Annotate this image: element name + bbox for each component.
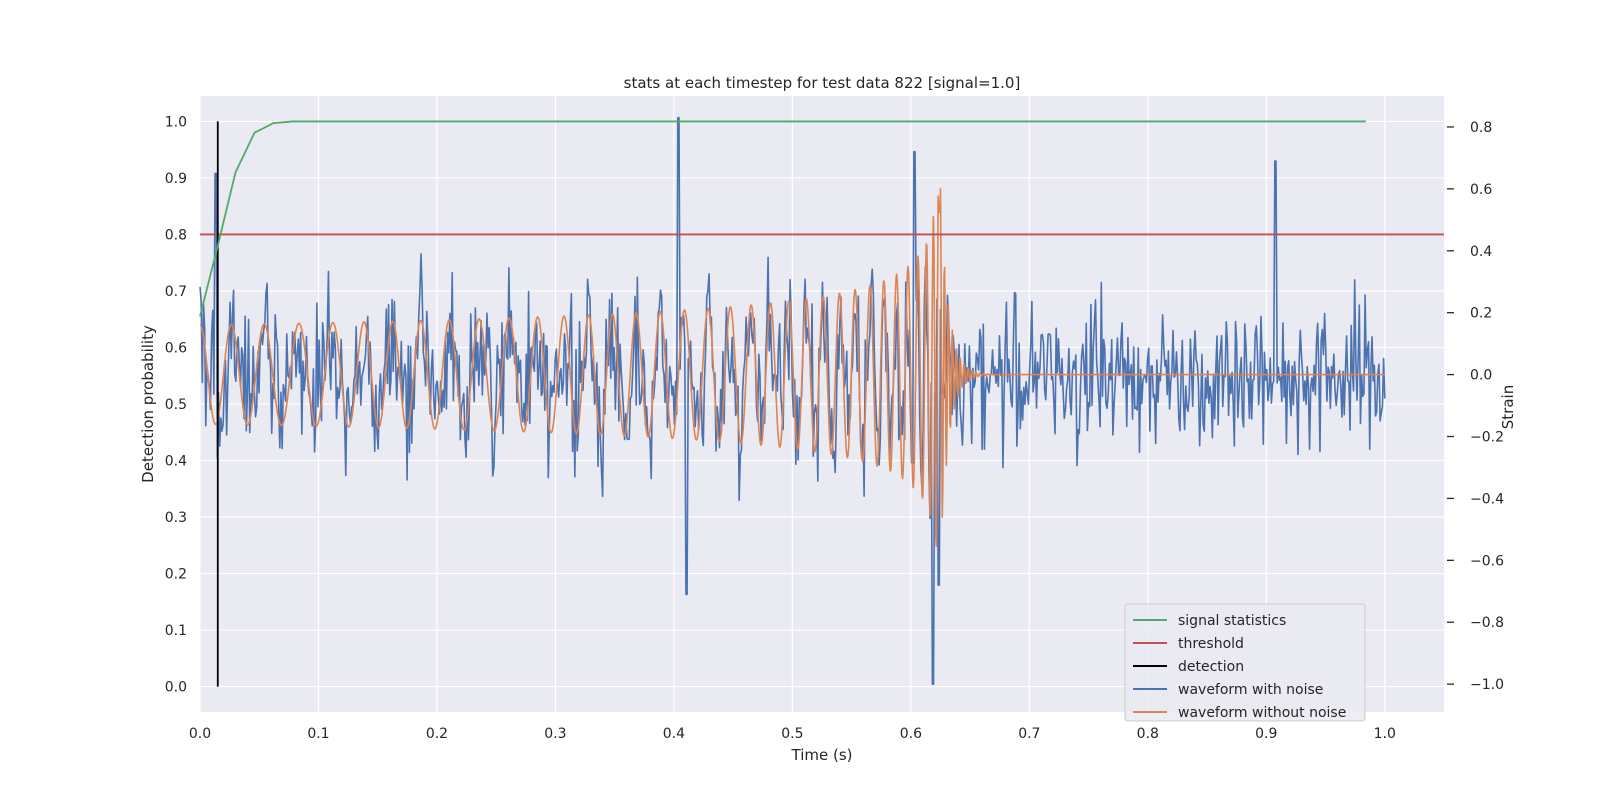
series-lines (199, 116, 1444, 687)
y-tick-label-5: 0.5 (165, 397, 187, 413)
y2-tick-label-4: −0.2 (1470, 430, 1504, 446)
x-tick-label-1: 0.1 (307, 726, 329, 742)
y2-tick-label-5: 0.0 (1470, 368, 1492, 384)
y2-tick-label-9: 0.8 (1470, 120, 1492, 136)
y-tick-label-6: 0.6 (165, 340, 187, 356)
signal-statistics-line (199, 120, 1366, 317)
y-axis-title: Detection probability (139, 325, 157, 483)
y-tick-label-1: 0.1 (165, 623, 187, 639)
x-tick-label-8: 0.8 (1137, 726, 1159, 742)
y-tick-label-4: 0.4 (165, 454, 187, 470)
y2-axis-ticks: −1.0 −0.8 −0.6 −0.4 −0.2 0.0 0.2 0.4 0.6 0.8 (1447, 120, 1504, 693)
chart-title: stats at each timestep for test data 822… (624, 74, 1021, 92)
y-axis-ticks: 0.0 0.1 0.2 0.3 0.4 0.5 0.6 0.7 0.8 0.9 1.0 (165, 114, 187, 695)
waveform-with-noise-line (199, 116, 1386, 685)
x-tick-label-5: 0.5 (781, 726, 803, 742)
x-tick-label-4: 0.4 (663, 726, 685, 742)
y-tick-label-3: 0.3 (165, 510, 187, 526)
y2-tick-label-2: −0.6 (1470, 553, 1504, 569)
x-axis-ticks: 0.0 0.1 0.2 0.3 0.4 0.5 0.6 0.7 0.8 0.9 1.0 (189, 726, 1396, 742)
y2-tick-label-3: −0.4 (1470, 491, 1504, 507)
x-tick-label-3: 0.3 (544, 726, 566, 742)
x-tick-label-7: 0.7 (1018, 726, 1040, 742)
y-tick-label-10: 1.0 (165, 114, 187, 130)
legend-label-1: threshold (1178, 636, 1244, 652)
y2-tick-label-6: 0.2 (1470, 306, 1492, 322)
y2-tick-label-0: −1.0 (1470, 677, 1504, 693)
y2-tick-label-8: 0.6 (1470, 182, 1492, 198)
x-tick-label-2: 0.2 (426, 726, 448, 742)
y-tick-label-9: 0.9 (165, 171, 187, 187)
legend-label-0: signal statistics (1178, 613, 1286, 629)
y2-tick-label-1: −0.8 (1470, 615, 1504, 631)
x-tick-label-6: 0.6 (900, 726, 922, 742)
y-tick-label-8: 0.8 (165, 227, 187, 243)
y-tick-label-7: 0.7 (165, 284, 187, 300)
x-tick-label-0: 0.0 (189, 726, 211, 742)
y2-tick-label-7: 0.4 (1470, 244, 1492, 260)
legend: signal statistics threshold detection wavef… (1124, 603, 1366, 722)
x-tick-label-10: 1.0 (1374, 726, 1396, 742)
y-tick-label-2: 0.2 (165, 567, 187, 583)
legend-box (1124, 603, 1366, 722)
x-tick-label-9: 0.9 (1255, 726, 1277, 742)
x-axis-title: Time (s) (791, 746, 853, 764)
y-tick-label-0: 0.0 (165, 680, 187, 696)
legend-label-3: waveform with noise (1178, 682, 1323, 698)
y2-axis-title: Strain (1499, 385, 1517, 429)
legend-label-4: waveform without noise (1178, 705, 1346, 721)
legend-label-2: detection (1178, 659, 1244, 675)
waveform-without-noise-line (199, 188, 1385, 548)
